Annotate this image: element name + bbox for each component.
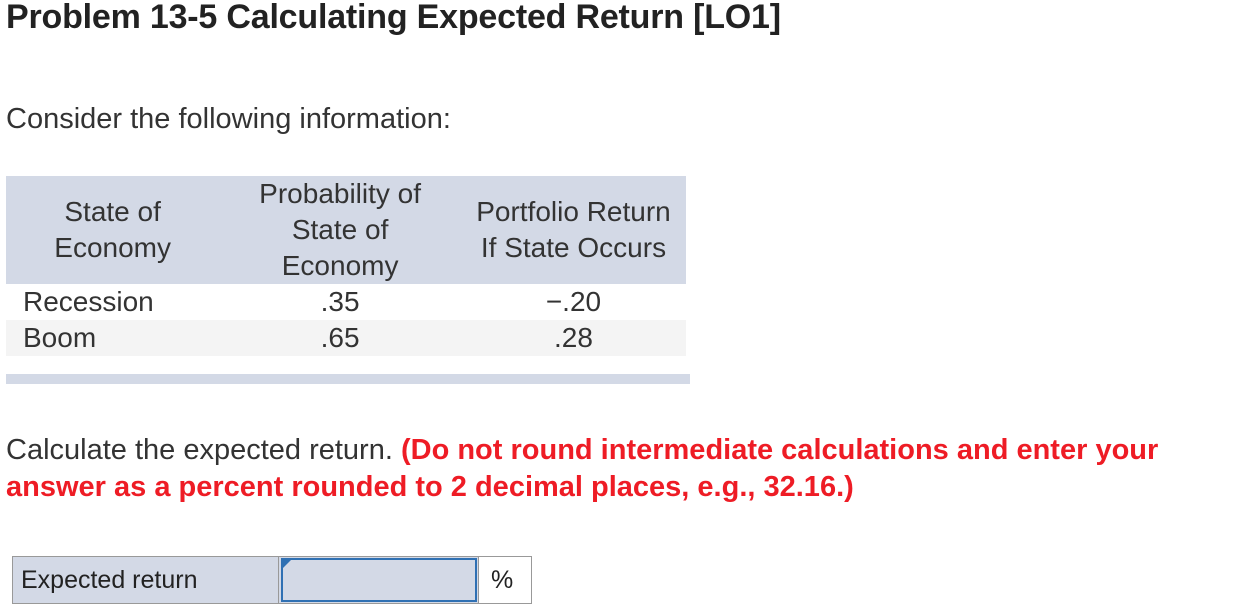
header-probability-line-2: State of xyxy=(291,214,389,245)
question-text: Calculate the expected return. (Do not r… xyxy=(6,432,1254,506)
problem-title: Problem 13-5 Calculating Expected Return… xyxy=(6,0,781,36)
row-return: .28 xyxy=(460,320,686,356)
answer-row: Expected return % xyxy=(12,556,532,604)
header-return-line-1: Portfolio Return xyxy=(476,196,671,227)
table-row: Boom .65 .28 xyxy=(6,320,686,356)
row-probability: .65 xyxy=(219,320,461,356)
economy-table: State of Economy Probability of State of… xyxy=(6,176,686,356)
header-probability-line-3: Economy xyxy=(281,250,399,281)
header-return: Portfolio Return If State Occurs xyxy=(460,176,686,284)
expected-return-input[interactable] xyxy=(281,558,477,602)
question-prompt: Calculate the expected return. xyxy=(6,434,401,466)
table-row: Recession .35 −.20 xyxy=(6,284,686,320)
row-probability: .35 xyxy=(320,286,360,317)
row-state: Recession xyxy=(23,286,154,317)
header-state-line-1: State of xyxy=(64,196,161,227)
intro-text: Consider the following information: xyxy=(6,103,451,135)
answer-cell xyxy=(279,557,479,603)
header-probability: Probability of State of Economy xyxy=(219,176,461,284)
answer-label: Expected return xyxy=(13,557,279,603)
question-instruction: (Do not round intermediate calculations … xyxy=(6,434,1159,503)
header-return-line-2: If State Occurs xyxy=(480,232,667,263)
header-probability-line-1: Probability of xyxy=(259,178,422,209)
row-state: Boom xyxy=(6,320,220,356)
table-header-row: State of Economy Probability of State of… xyxy=(6,176,686,284)
row-return: −.20 xyxy=(545,286,602,317)
answer-unit: % xyxy=(479,557,531,603)
header-state-line-2: Economy xyxy=(54,232,171,263)
header-state: State of Economy xyxy=(6,176,220,284)
table-footer-bar xyxy=(6,374,690,384)
input-flag-icon xyxy=(281,558,293,570)
